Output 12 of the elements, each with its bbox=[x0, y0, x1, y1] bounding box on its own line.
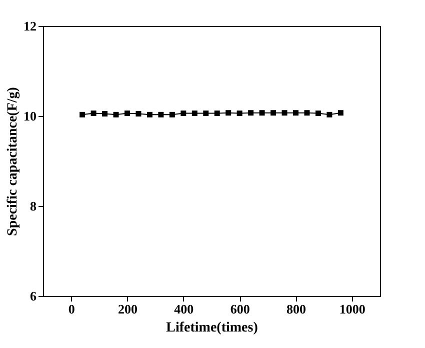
y-axis-title: Specific capacitance(F/g) bbox=[6, 86, 20, 236]
y-tick-label: 8 bbox=[30, 198, 37, 214]
x-tick-label: 600 bbox=[230, 302, 250, 316]
x-tick-label: 0 bbox=[68, 302, 75, 316]
x-tick-label: 200 bbox=[118, 302, 138, 316]
x-tick-label: 400 bbox=[174, 302, 194, 316]
y-tick-label: 12 bbox=[24, 18, 36, 34]
y-tick-label: 10 bbox=[24, 108, 36, 124]
x-axis-title: Lifetime(times) bbox=[166, 320, 258, 336]
x-tick-label: 800 bbox=[286, 302, 306, 316]
x-tick-label: 1000 bbox=[339, 302, 366, 316]
y-tick-label: 6 bbox=[30, 288, 37, 304]
